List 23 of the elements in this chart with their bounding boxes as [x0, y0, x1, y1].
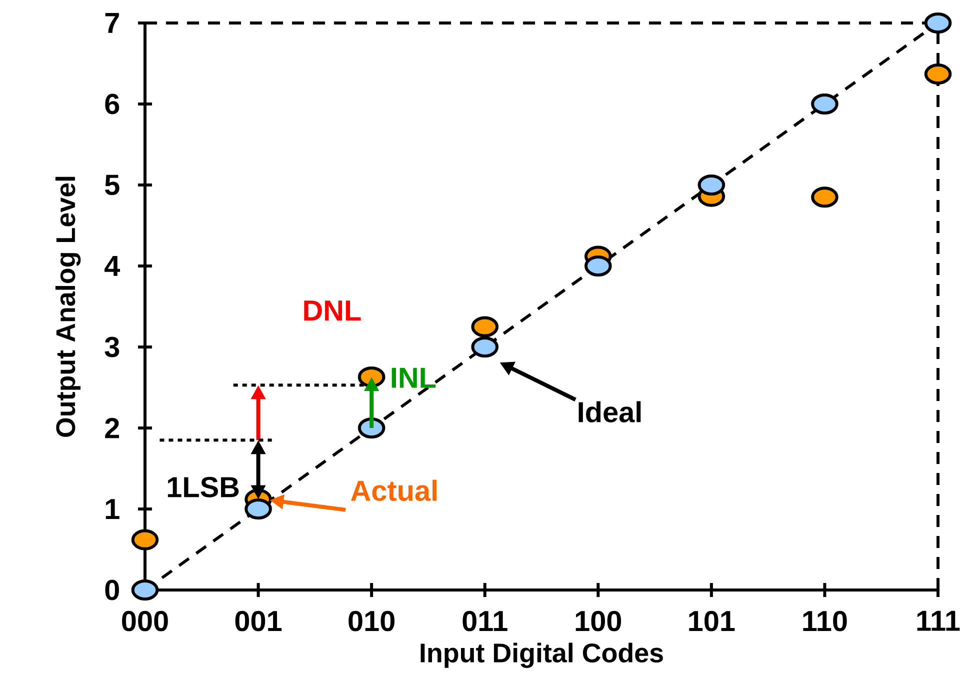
annotation: Ideal	[578, 401, 641, 422]
x-tick-label: 001	[235, 610, 282, 632]
x-tick-label: 010	[348, 610, 394, 632]
annotation: DNL	[304, 300, 361, 320]
y-tick-label: 7	[105, 13, 119, 33]
y-tick-label: 1	[106, 499, 120, 519]
x-axis-title: Input Digital Codes	[420, 642, 663, 668]
annotation: INL	[392, 368, 436, 388]
x-tick-label: 110	[803, 610, 847, 632]
y-tick-label: 6	[105, 94, 120, 114]
y-tick-label: 4	[104, 256, 120, 276]
y-tick-label: 0	[105, 580, 119, 600]
annotation: Actual	[350, 480, 436, 501]
x-tick-label: 100	[576, 610, 622, 632]
annotation: 1LSB	[168, 476, 239, 498]
x-tick-label: 111	[917, 610, 960, 631]
x-tick-label: 011	[462, 610, 508, 632]
y-tick-label: 5	[104, 174, 120, 196]
x-tick-label: 101	[689, 610, 735, 632]
y-tick-label: 2	[105, 418, 120, 438]
y-tick-label: 3	[104, 336, 120, 358]
y-axis-title: Output Analog Level	[55, 176, 81, 437]
x-tick-label: 000	[122, 610, 168, 632]
